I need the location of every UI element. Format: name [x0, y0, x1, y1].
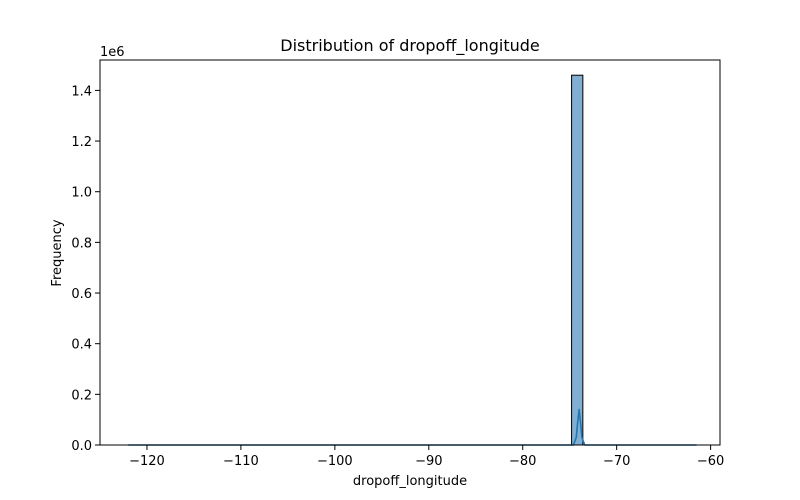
x-tick-label: −80 — [509, 454, 536, 469]
x-tick-label: −90 — [415, 454, 442, 469]
chart-title: Distribution of dropoff_longitude — [280, 36, 539, 56]
y-tick-label: 1.0 — [71, 186, 92, 201]
x-tick-label: −110 — [223, 454, 259, 469]
y-tick-label: 0.0 — [71, 439, 92, 454]
axes-frame — [99, 59, 721, 446]
y-axis: 0.0 0.2 0.4 0.6 0.8 1.0 1.2 1.4 — [71, 84, 100, 454]
x-tick-label: −70 — [603, 454, 630, 469]
x-tick-label: −60 — [697, 454, 724, 469]
bars-layer — [571, 74, 584, 446]
x-axis-label: dropoff_longitude — [353, 474, 467, 489]
y-tick-label: 0.6 — [71, 287, 92, 302]
y-axis-label: Frequency — [50, 219, 65, 286]
x-tick-label: −120 — [129, 454, 165, 469]
y-tick-label: 0.8 — [71, 236, 92, 251]
histogram-bar — [571, 74, 584, 446]
y-tick-label: 1.4 — [71, 84, 92, 99]
y-tick-label: 0.4 — [71, 338, 92, 353]
x-tick-label: −100 — [317, 454, 353, 469]
x-axis: −120 −110 −100 −90 −80 −70 −60 — [129, 445, 724, 469]
y-tick-label: 0.2 — [71, 388, 92, 403]
y-tick-label: 1.2 — [71, 135, 92, 150]
y-offset-text: 1e6 — [100, 45, 125, 60]
